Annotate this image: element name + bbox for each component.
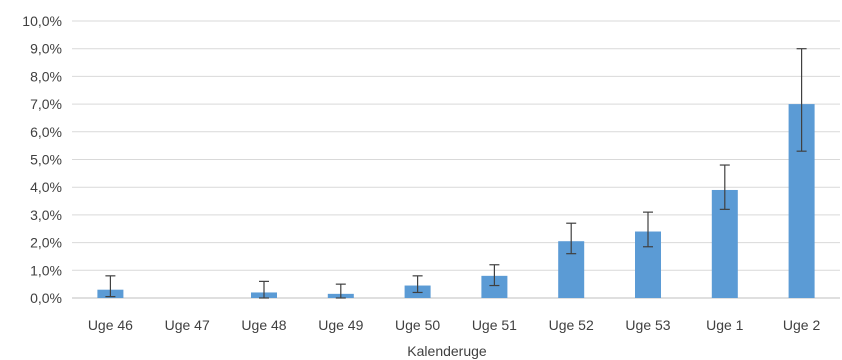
bar (481, 275, 508, 298)
error-bar (566, 222, 577, 255)
error-bar (259, 280, 269, 299)
error-bar (489, 264, 500, 287)
error-bar (643, 211, 653, 248)
x-tick-label: Uge 53 (625, 317, 670, 333)
x-tick-label: Uge 50 (395, 317, 440, 333)
y-tick-label: 2,0% (30, 235, 62, 251)
error-bar (796, 48, 807, 152)
x-tick-label: Uge 48 (241, 317, 286, 333)
x-tick-label: Uge 46 (88, 317, 133, 333)
y-tick-label: 6,0% (30, 124, 62, 140)
error-bar (412, 275, 423, 294)
gridlines (72, 20, 840, 299)
y-axis: 0,0% 1,0% 2,0% 3,0% 4,0% 5,0% 6,0% 7,0% 8,0% 9,0%… (22, 13, 62, 306)
y-tick-label: 8,0% (30, 68, 62, 84)
x-tick-label: Uge 51 (472, 317, 517, 333)
y-tick-label: 5,0% (30, 152, 62, 168)
y-tick-label: 4,0% (30, 179, 62, 195)
x-axis: Uge 46 Uge 47 Uge 48 Uge 49 Uge 50 Uge 51 Uge … (88, 317, 821, 333)
y-tick-label: 7,0% (30, 96, 62, 112)
x-tick-label: Uge 1 (706, 317, 744, 333)
x-tick-label: Uge 52 (549, 317, 594, 333)
error-bar (719, 164, 730, 210)
bars (97, 104, 815, 298)
error-bars (105, 48, 807, 299)
y-tick-label: 1,0% (30, 262, 62, 278)
y-tick-label: 9,0% (30, 41, 62, 57)
x-axis-title: Kalenderuge (407, 343, 487, 359)
error-bar (105, 275, 116, 298)
x-tick-label: Uge 2 (783, 317, 821, 333)
y-tick-label: 0,0% (30, 290, 62, 306)
y-tick-label: 3,0% (30, 207, 62, 223)
y-tick-label: 10,0% (22, 13, 62, 29)
x-tick-label: Uge 47 (165, 317, 210, 333)
x-tick-label: Uge 49 (318, 317, 363, 333)
error-bar (335, 283, 346, 299)
